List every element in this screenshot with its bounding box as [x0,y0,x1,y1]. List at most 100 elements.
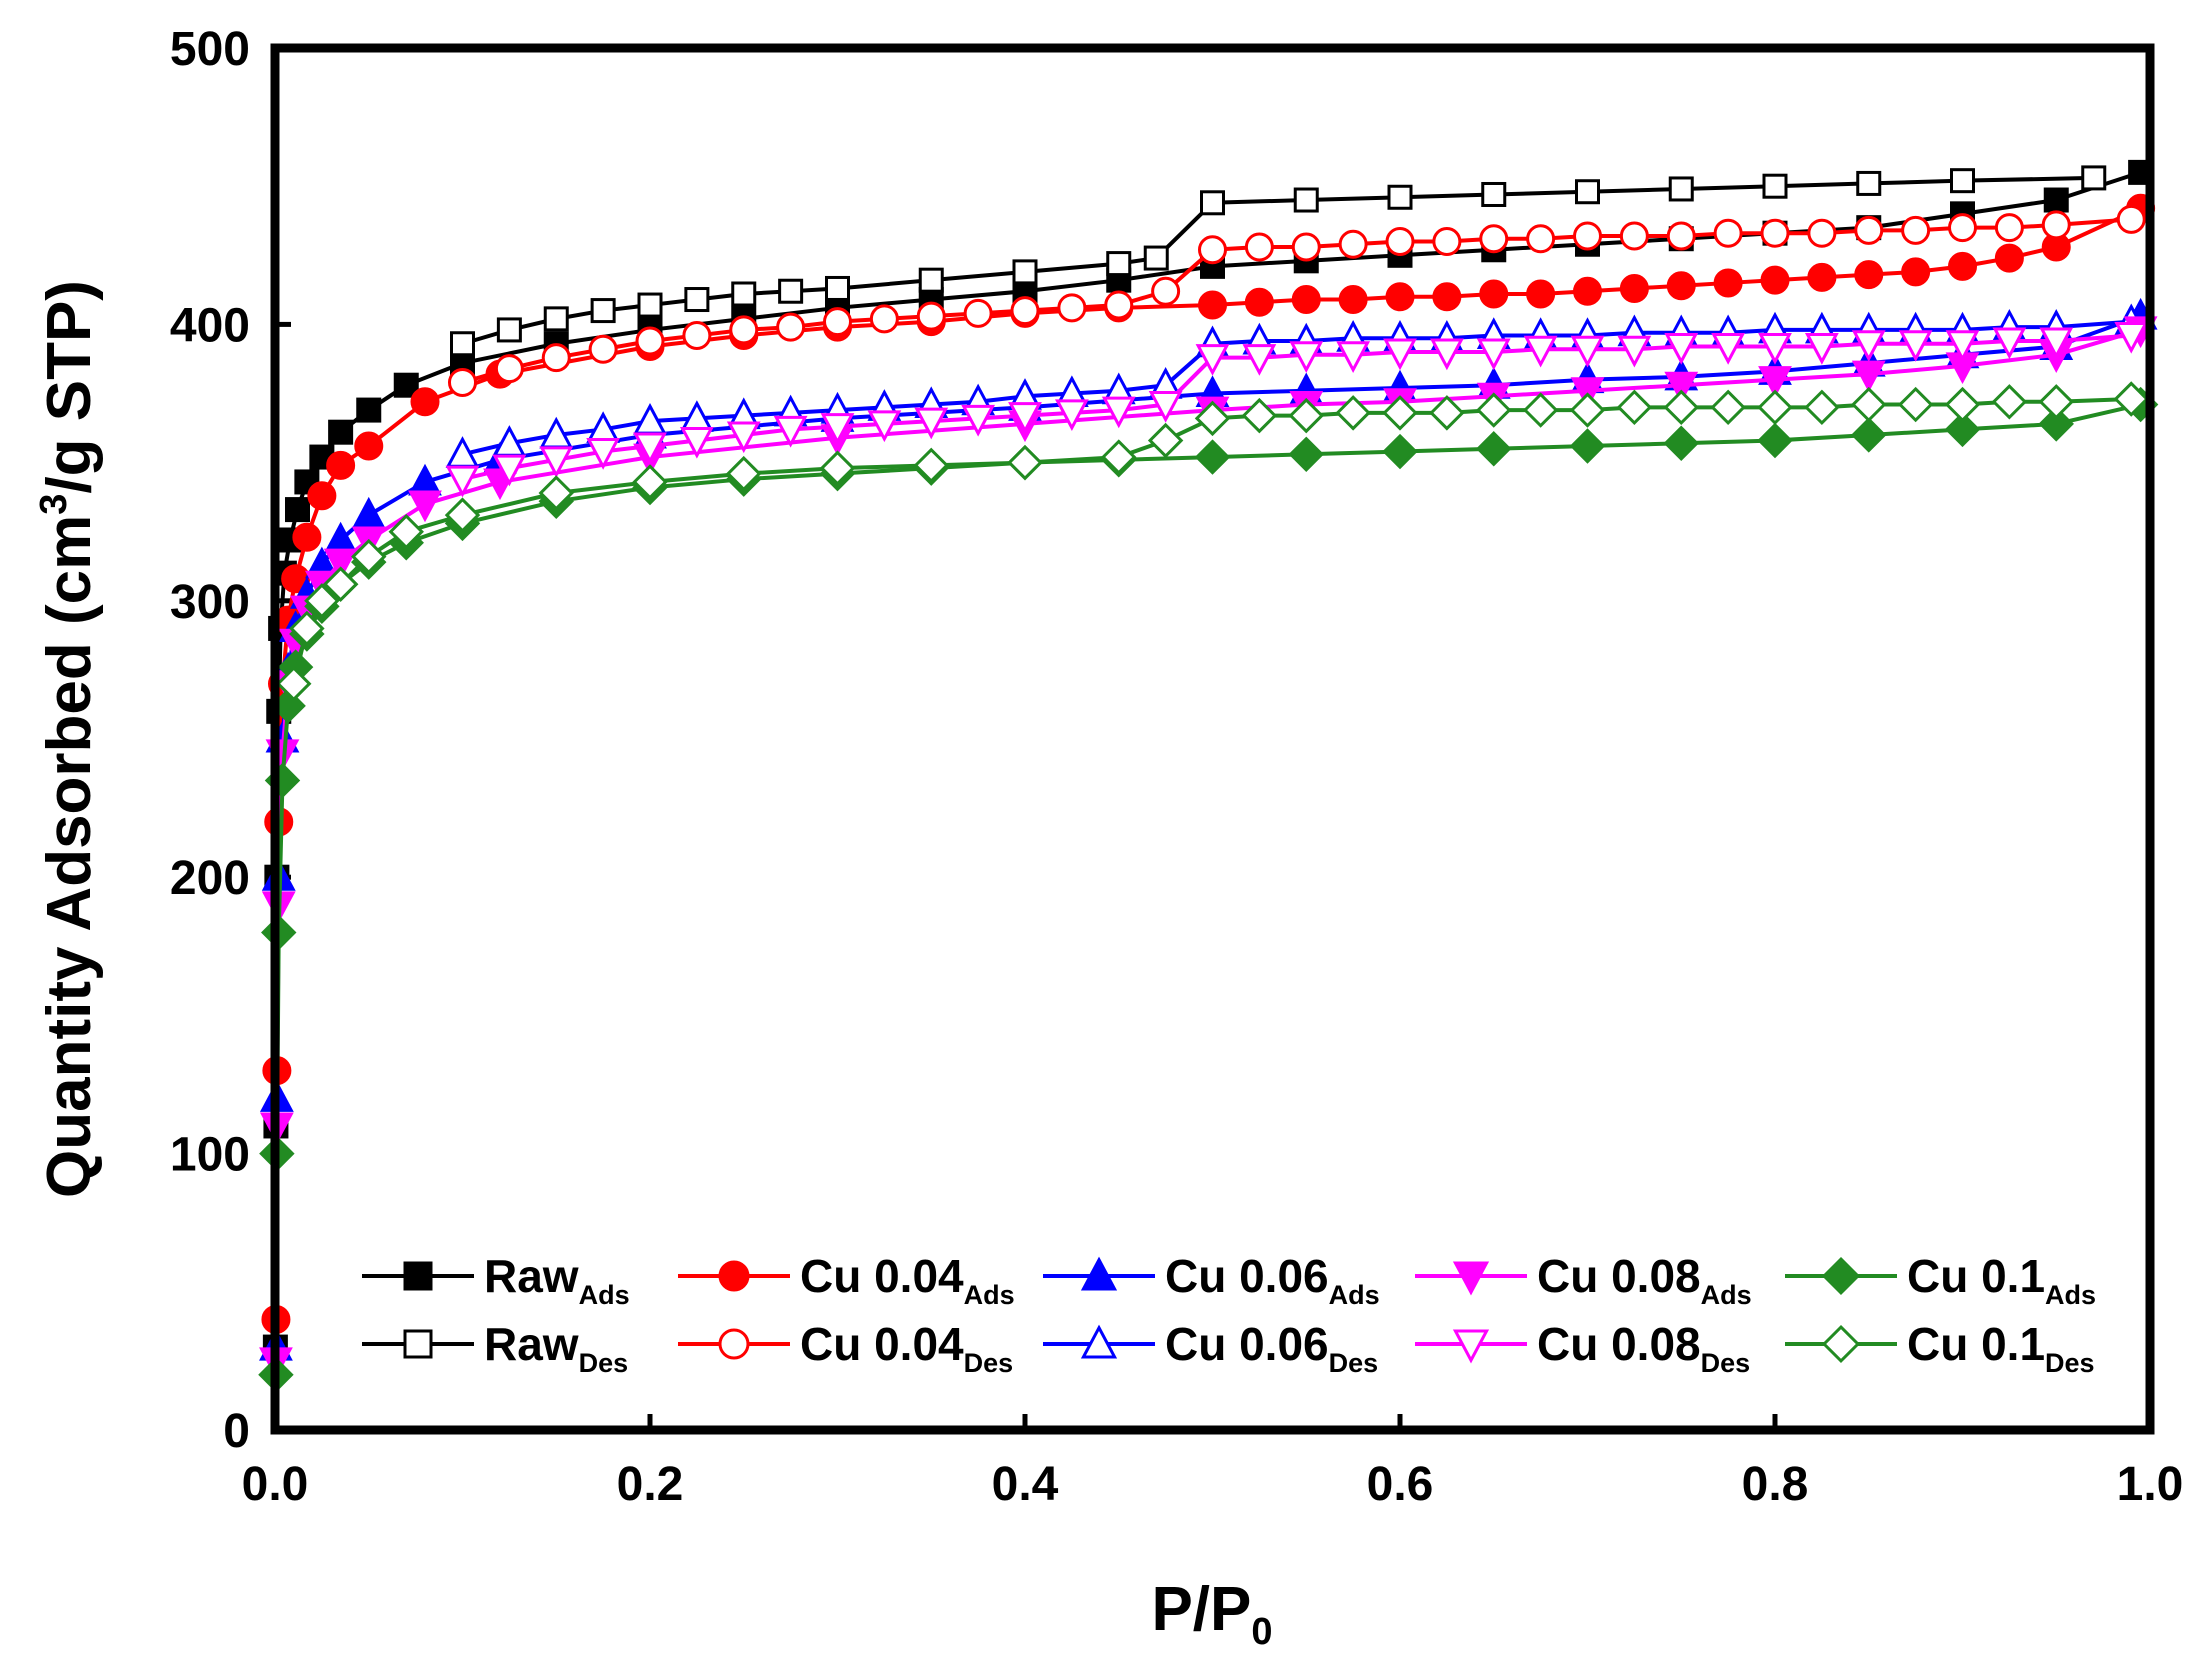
data-point [1854,260,1884,290]
x-tick-label: 0.4 [992,1458,1059,1511]
legend-label-main: Cu 0.04 [800,1250,964,1302]
data-point [963,298,993,328]
data-point [1948,251,1977,281]
data-point [1382,433,1418,470]
data-point [1385,226,1415,256]
legend-label-main: Cu 0.1 [1907,1318,2045,1370]
legend-label-main: Cu 0.06 [1165,1250,1329,1302]
data-point [961,404,996,437]
legend-label: Cu 0.04Ads [800,1250,1015,1310]
data-point [1713,268,1743,298]
legend-marker [1821,1256,1861,1296]
legend-item-cu-0-1-des: Cu 0.1Des [1785,1318,2095,1378]
y-tick-label: 400 [170,299,250,352]
data-point [1944,386,1981,423]
data-point [1289,341,1324,373]
data-point [819,450,856,486]
data-point [1664,333,1699,365]
data-point [1383,338,1417,371]
data-point [918,267,944,293]
data-point [1385,282,1415,312]
data-point [1898,330,1933,362]
data-point [1526,224,1556,254]
data-point [1432,226,1462,256]
data-point [1758,333,1792,365]
data-point [543,306,569,332]
data-point [1198,290,1227,320]
legend-label-subscript: Des [1701,1348,1751,1378]
legend-label-main: Cu 0.04 [800,1318,964,1370]
legend-label-main: Cu 0.08 [1537,1250,1701,1302]
data-point [496,317,522,343]
legend-item-cu-0-1-ads: Cu 0.1Ads [1785,1250,2096,1310]
legend-label: Cu 0.06Des [1165,1318,1378,1378]
data-point [1106,251,1132,277]
data-point [1194,439,1231,475]
data-point [408,490,442,523]
data-point [1291,285,1321,315]
data-point [1762,173,1788,199]
data-point [1242,344,1277,376]
data-point [726,455,762,492]
legend-label: Cu 0.04Des [800,1318,1013,1378]
axes: 0.0 0.2 0.4 0.6 0.8 1.0 0 100 200 300 400 500 [170,23,2183,1511]
data-point [289,610,325,647]
data-point [1429,338,1464,371]
legend-label-subscript: Ads [1701,1280,1752,1310]
legend-item-cu-0-04-ads: Cu 0.04Ads [678,1250,1015,1310]
data-point [1851,360,1886,393]
data-point [632,464,668,500]
legend-label-subscript: Ads [964,1280,1015,1310]
legend-label-subscript: Ads [1329,1280,1380,1310]
data-point [1668,176,1694,202]
data-point [726,421,761,454]
data-point [450,331,475,357]
data-point [1476,431,1512,467]
data-point [2113,381,2149,417]
legend-label: RawDes [484,1318,628,1378]
data-point [2038,384,2074,420]
data-point [2116,204,2146,234]
data-point [1711,333,1746,365]
legend-label: Cu 0.1Des [1907,1318,2095,1378]
data-point [682,320,712,350]
data-point [1336,341,1371,373]
data-point [1101,439,1137,475]
data-point [1573,221,1602,251]
data-point [2043,187,2069,213]
data-point [1575,179,1600,205]
data-point [1479,224,1509,254]
data-point [1897,386,1934,423]
data-point [1663,425,1699,461]
data-point [1195,344,1230,376]
series-cu-0-1-des [276,381,2149,702]
y-tick-label: 100 [170,1129,250,1182]
data-point [1666,221,1696,251]
data-point [1619,273,1649,303]
y-axis-title-superscript: 3 [33,494,75,515]
data-point [2114,321,2149,354]
data-point [444,497,481,533]
legend-label-main: Cu 0.1 [1907,1250,2045,1302]
data-point [1713,218,1743,248]
data-point [633,432,667,465]
data-point [1147,422,1184,459]
data-point [1291,232,1321,262]
data-point [1244,232,1274,262]
data-point [1757,422,1793,459]
data-point [494,354,524,384]
data-point [1991,384,2028,420]
data-point [281,564,311,594]
legend-label-subscript: Des [2045,1348,2095,1378]
x-axis-title-subscript: 0 [1251,1611,1272,1653]
data-point [356,397,382,423]
legend-marker [403,1329,433,1359]
data-point [1151,276,1181,306]
legend-label: Cu 0.06Ads [1165,1250,1380,1310]
data-point [1570,377,1605,409]
data-point [778,278,804,304]
data-point [1007,444,1043,481]
